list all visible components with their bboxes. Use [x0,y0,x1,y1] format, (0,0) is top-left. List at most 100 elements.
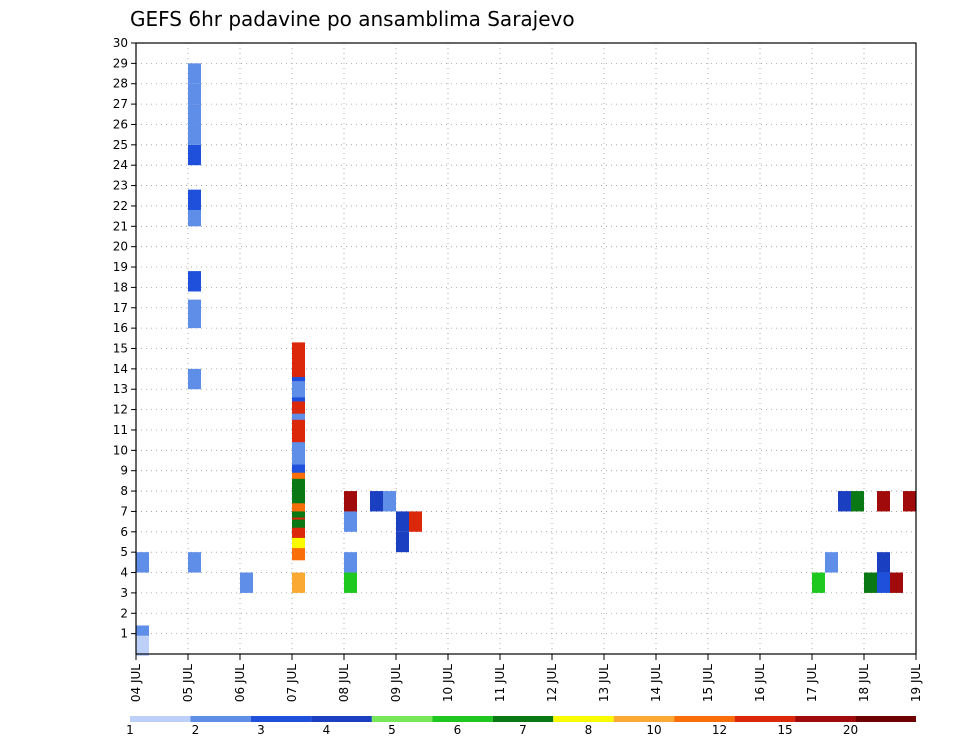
x-tick-label: 08 JUL [337,664,351,702]
heatmap-cell [877,491,890,512]
y-tick-label: 2 [120,606,128,620]
y-tick-label: 12 [113,403,128,417]
heatmap-cell [344,552,357,573]
colorbar: 1 2 3 4 5 6 7 8 10 12 15 20 [126,716,916,737]
y-tick-label: 16 [113,321,128,335]
y-tick-label: 20 [113,240,128,254]
colorbar-label: 7 [519,723,527,737]
heatmap-cell [877,552,890,573]
heatmap-cell [838,491,851,512]
heatmap-cell [370,491,383,512]
heatmap-cell [188,299,201,320]
heatmap-cell [188,189,201,211]
heatmap-cell [344,572,357,593]
heatmap-cell [188,144,201,166]
colorbar-label: 4 [323,723,331,737]
x-tick-label: 14 JUL [649,664,663,702]
x-tick-label: 12 JUL [545,664,559,702]
x-tick-label: 15 JUL [701,664,715,702]
colorbar-segment [855,716,916,722]
colorbar-segment [492,716,554,722]
colorbar-segment [432,716,493,722]
colorbar-segment [250,716,312,722]
y-tick-label: 22 [113,199,128,213]
heatmap-cell [890,572,903,593]
x-tick-label: 06 JUL [233,664,247,702]
y-tick-label: 21 [113,219,128,233]
heatmap-cell [188,83,201,105]
heatmap-cell [344,491,357,512]
y-axis: 1234567891011121314151617181920212223242… [113,36,136,641]
y-tick-label: 23 [113,179,128,193]
heatmap-cell [188,63,201,84]
heatmap-cell [812,572,825,593]
colorbar-segment [734,716,796,722]
x-axis: 04 JUL 05 JUL 06 JUL 07 JUL 08 JUL 09 JUL 10 J… [129,654,923,702]
heatmap-cell [864,572,877,593]
y-tick-label: 13 [113,382,128,396]
y-tick-label: 1 [120,627,128,641]
colorbar-segment [130,716,191,722]
colorbar-label: 6 [454,723,462,737]
y-tick-label: 26 [113,117,128,131]
y-tick-label: 6 [120,525,128,539]
heatmap-cell [409,511,422,532]
heatmap-cell [292,342,305,363]
y-tick-label: 27 [113,97,128,111]
colorbar-label: 2 [192,723,200,737]
y-tick-label: 19 [113,260,128,274]
heatmap-cell [903,491,916,512]
colorbar-label: 15 [777,723,792,737]
y-tick-label: 14 [113,362,128,376]
x-tick-label: 17 JUL [805,664,819,702]
heatmap-cell [396,531,409,553]
x-tick-label: 11 JUL [493,664,507,702]
colorbar-label: 5 [388,723,396,737]
colorbar-label: 1 [126,723,134,737]
x-tick-label: 09 JUL [389,664,403,702]
y-tick-label: 24 [113,158,128,172]
heatmap-cell [292,438,305,459]
colorbar-segment [795,716,856,722]
heatmap-cell [188,552,201,573]
heatmap-cells [136,63,916,657]
x-tick-label: 07 JUL [285,664,299,702]
colorbar-segment [553,716,614,722]
heatmap-cell [344,511,357,532]
grid [136,43,916,654]
heatmap-cell [383,491,396,512]
y-tick-label: 25 [113,138,128,152]
heatmap-cell [851,491,864,512]
x-tick-label: 05 JUL [181,664,195,702]
heatmap-cell [136,552,149,573]
y-tick-label: 29 [113,56,128,70]
colorbar-label: 12 [712,723,727,737]
heatmap-cell [188,104,201,125]
x-tick-label: 13 JUL [597,664,611,702]
y-tick-label: 17 [113,301,128,315]
colorbar-segment [190,716,251,722]
y-tick-label: 3 [120,586,128,600]
heatmap-cell [292,476,305,498]
colorbar-segment [674,716,735,722]
colorbar-label: 3 [257,723,265,737]
x-tick-label: 18 JUL [857,664,871,702]
y-tick-label: 4 [120,566,128,580]
y-tick-label: 8 [120,484,128,498]
y-tick-label: 11 [113,423,128,437]
heatmap-cell [188,368,201,390]
x-tick-label: 10 JUL [441,664,455,702]
chart-title: GEFS 6hr padavine po ansamblima Sarajevo [130,7,575,31]
y-tick-label: 30 [113,36,128,50]
heatmap-cell [188,205,201,227]
heatmap-cell [825,552,838,573]
y-tick-label: 5 [120,545,128,559]
heatmap-cell [877,572,890,593]
y-tick-label: 18 [113,280,128,294]
colorbar-label: 8 [585,723,593,737]
heatmap-cell [396,511,409,532]
y-tick-label: 9 [120,464,128,478]
y-tick-label: 28 [113,77,128,91]
heatmap-cell [188,271,201,292]
